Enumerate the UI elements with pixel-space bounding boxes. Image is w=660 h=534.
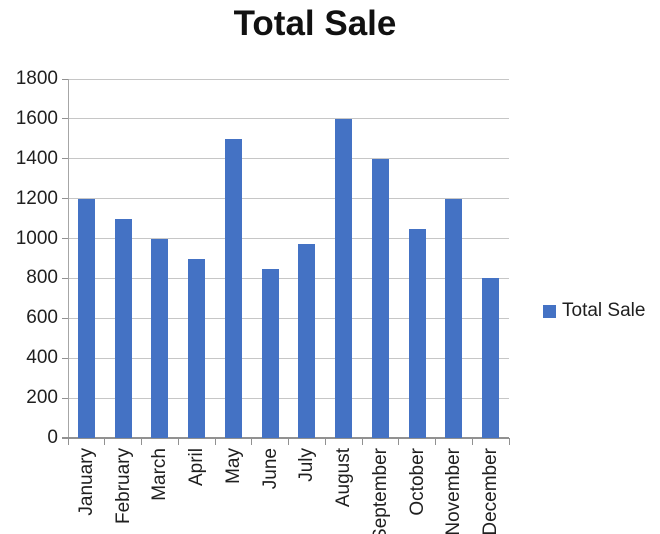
y-axis-tick-label: 800 bbox=[26, 267, 58, 289]
x-axis-tick bbox=[214, 438, 216, 445]
x-axis-label-january: January bbox=[75, 448, 97, 516]
gridline bbox=[68, 317, 509, 319]
gridline bbox=[68, 357, 509, 359]
x-axis-label-february: February bbox=[112, 448, 134, 525]
y-axis-tick bbox=[62, 317, 68, 319]
x-axis-tick bbox=[398, 438, 400, 445]
y-axis-tick bbox=[62, 118, 68, 120]
x-axis-label-june: June bbox=[259, 448, 281, 490]
bar-july bbox=[298, 243, 316, 438]
x-axis-tick bbox=[104, 438, 106, 445]
gridline bbox=[68, 78, 509, 80]
x-axis-label-november: November bbox=[443, 448, 465, 534]
x-axis-tick bbox=[508, 438, 510, 445]
y-axis-tick bbox=[62, 357, 68, 359]
y-axis-tick-label: 1000 bbox=[15, 227, 58, 249]
y-axis-tick-label: 1200 bbox=[15, 187, 58, 209]
x-axis-tick bbox=[67, 438, 69, 445]
x-axis-tick bbox=[251, 438, 253, 445]
y-axis-tick bbox=[62, 238, 68, 240]
y-axis-tick-label: 0 bbox=[47, 427, 58, 448]
bar-march bbox=[151, 238, 169, 438]
bar-december bbox=[482, 278, 500, 438]
x-axis-label-march: March bbox=[149, 448, 171, 501]
gridline bbox=[68, 277, 509, 279]
y-axis-tick bbox=[62, 397, 68, 399]
x-axis-tick bbox=[141, 438, 142, 445]
gridline bbox=[68, 397, 509, 399]
y-axis-tick bbox=[62, 78, 68, 80]
x-axis-tick bbox=[471, 438, 473, 445]
x-axis-label-december: December bbox=[480, 448, 502, 534]
x-axis-tick bbox=[324, 438, 326, 445]
y-axis-tick-label: 1400 bbox=[15, 147, 58, 169]
bar-february bbox=[114, 218, 132, 438]
legend-marker-icon bbox=[543, 304, 556, 318]
x-axis-line bbox=[62, 437, 509, 439]
legend-label-total-sale: Total Sale bbox=[562, 300, 646, 321]
bar-november bbox=[445, 198, 463, 438]
bar-june bbox=[261, 268, 279, 438]
y-axis-tick-label: 200 bbox=[26, 387, 58, 409]
legend: Total Sale bbox=[543, 300, 645, 322]
gridline bbox=[68, 198, 509, 200]
y-axis-tick-label: 600 bbox=[26, 307, 58, 329]
bar-april bbox=[188, 258, 206, 438]
x-axis-label-october: October bbox=[406, 448, 428, 516]
bar-may bbox=[224, 138, 242, 438]
x-axis-tick bbox=[177, 438, 179, 445]
x-axis-label-september: September bbox=[369, 448, 391, 534]
bar-september bbox=[371, 158, 389, 438]
x-axis-tick bbox=[288, 438, 289, 445]
y-axis-tick bbox=[62, 277, 68, 279]
y-axis-tick bbox=[62, 198, 68, 200]
gridline bbox=[68, 118, 509, 120]
x-axis-label-august: August bbox=[333, 448, 355, 508]
y-axis-line bbox=[68, 79, 69, 438]
y-axis-tick-label: 400 bbox=[26, 347, 58, 369]
bar-january bbox=[77, 198, 95, 438]
y-axis-tick bbox=[62, 158, 68, 160]
y-axis-tick-label: 1600 bbox=[15, 107, 58, 129]
x-axis-label-may: May bbox=[222, 448, 244, 484]
y-axis-tick-label: 1800 bbox=[15, 68, 58, 89]
bar-october bbox=[408, 228, 426, 438]
x-axis-label-april: April bbox=[186, 448, 208, 487]
gridline bbox=[68, 158, 509, 160]
chart-title: Total Sale bbox=[233, 4, 397, 43]
x-axis-tick bbox=[361, 438, 363, 445]
x-axis-tick bbox=[435, 438, 436, 445]
bar-august bbox=[335, 118, 353, 438]
x-axis-label-july: July bbox=[296, 448, 318, 482]
gridline bbox=[68, 238, 509, 240]
